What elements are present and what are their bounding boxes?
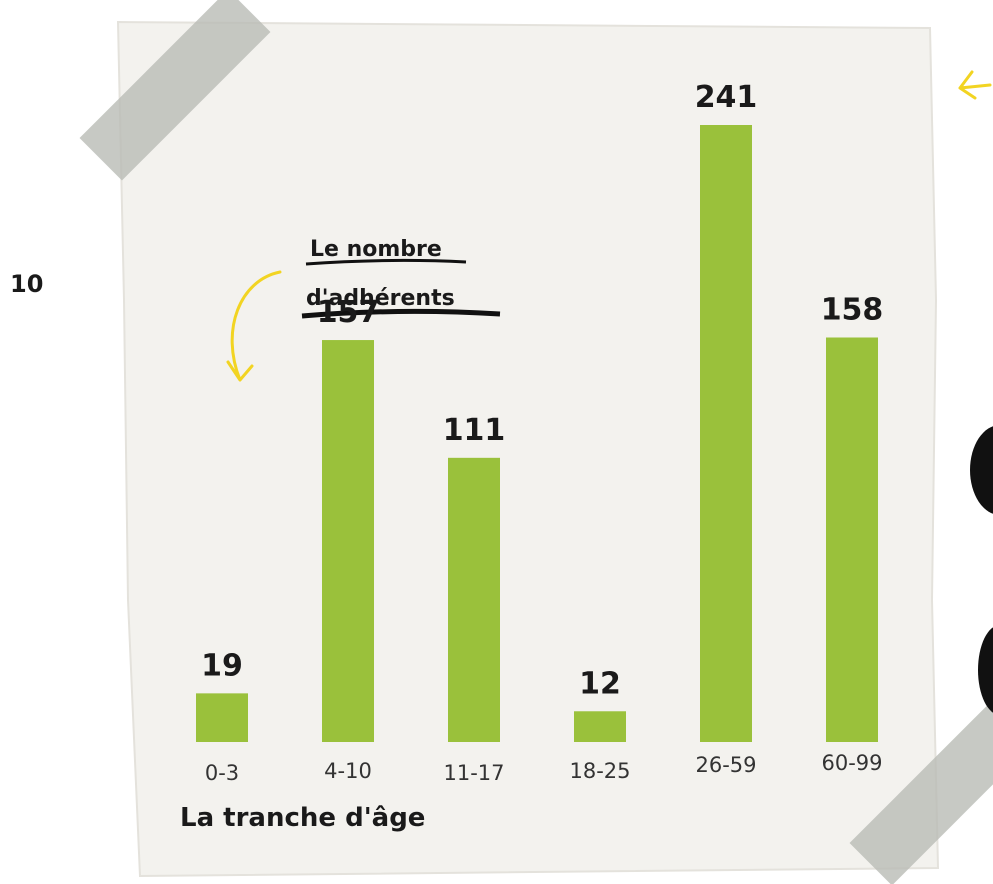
chart: Le nombre d'adhérents La tranche d'âge 1… [0,0,993,884]
bar [700,125,752,742]
bar [196,693,248,742]
data-label: 19 [201,648,243,683]
decor-shape [978,625,993,715]
x-tick-label: 0-3 [205,761,239,785]
bar [826,337,878,742]
decor-shape [970,425,993,515]
bar [448,458,500,742]
x-tick-label: 11-17 [443,761,504,785]
data-label: 241 [695,80,758,115]
y-label: Le nombre [310,237,442,262]
x-tick-label: 26-59 [695,753,756,777]
x-tick-label: 4-10 [324,759,372,783]
data-label: 157 [317,295,380,330]
data-label: 12 [579,666,621,701]
bar [322,340,374,742]
arrow [960,72,990,98]
x-tick-label: 60-99 [821,751,882,775]
paper [118,22,938,876]
data-label: 111 [443,413,506,448]
data-label: 158 [821,292,884,327]
bar [574,711,626,742]
side-label: 10 [10,270,43,298]
x-label: La tranche d'âge [180,803,425,833]
x-tick-label: 18-25 [569,759,630,783]
